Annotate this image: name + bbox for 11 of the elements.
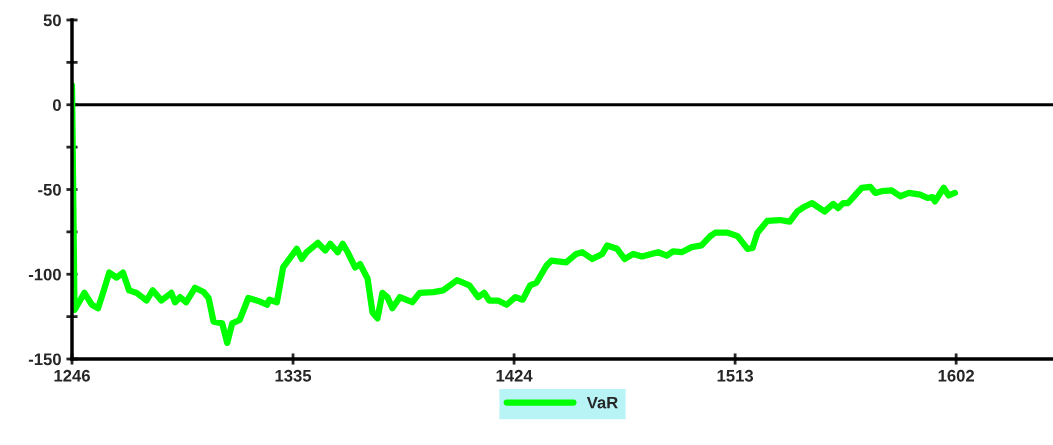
y-tick-label: 50 [43,14,61,27]
legend-label: VaR [586,396,618,409]
x-tick-label: 1246 [54,369,90,382]
y-tick-label: -150 [28,353,61,366]
x-tick-label: 1602 [938,369,975,382]
y-tick-label: -100 [28,268,61,281]
y-tick-label: -50 [38,183,61,196]
x-tick-label: 1424 [496,369,533,382]
x-tick-label: 1335 [275,369,312,382]
y-tick-label: 0 [52,99,61,111]
x-tick-label: 1513 [717,369,754,382]
